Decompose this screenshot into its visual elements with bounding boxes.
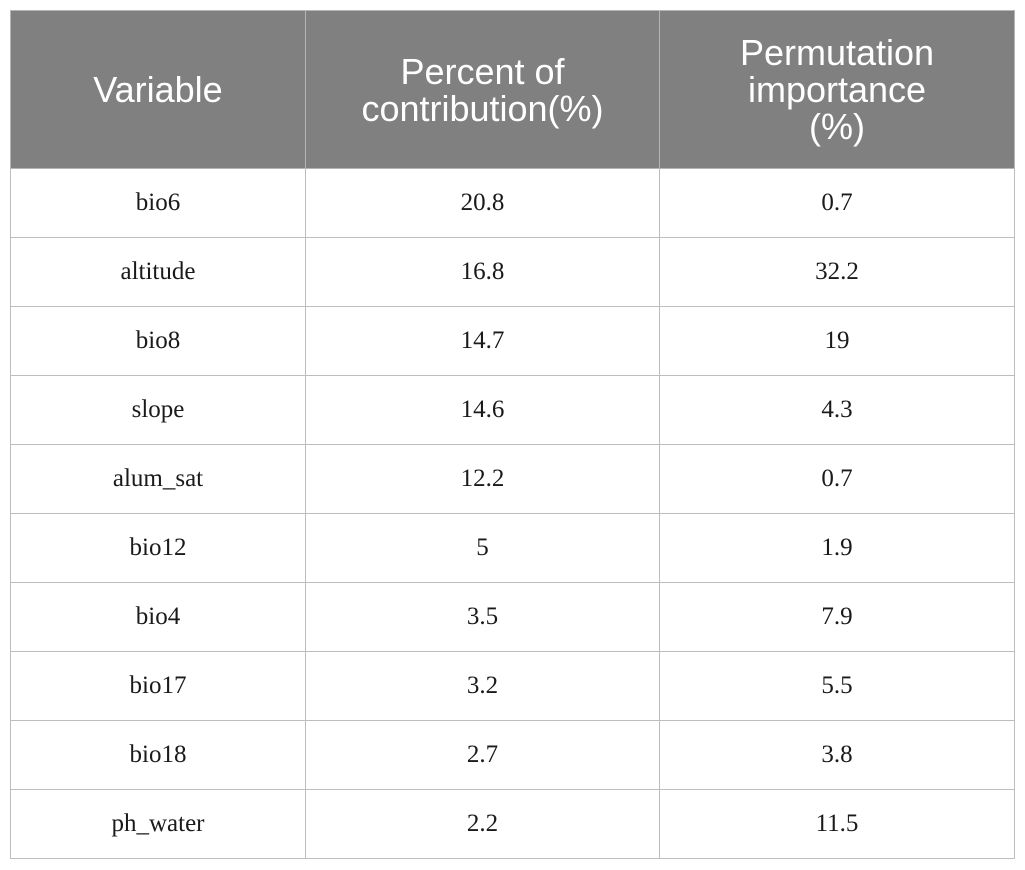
table-row: bio6 20.8 0.7 xyxy=(10,168,1015,238)
table-row: bio17 3.2 5.5 xyxy=(10,651,1015,721)
cell-percent-contribution: 14.6 xyxy=(305,375,660,445)
cell-percent-contribution: 12.2 xyxy=(305,444,660,514)
table-row: bio12 5 1.9 xyxy=(10,513,1015,583)
header-variable: Variable xyxy=(10,10,306,169)
cell-percent-contribution: 3.5 xyxy=(305,582,660,652)
cell-permutation-importance: 5.5 xyxy=(659,651,1015,721)
header-row: Variable Percent of contribution(%) Perm… xyxy=(10,10,1015,169)
cell-percent-contribution: 2.2 xyxy=(305,789,660,859)
table-row: bio4 3.5 7.9 xyxy=(10,582,1015,652)
data-table-container: Variable Percent of contribution(%) Perm… xyxy=(10,10,1015,859)
cell-permutation-importance: 7.9 xyxy=(659,582,1015,652)
cell-permutation-importance: 11.5 xyxy=(659,789,1015,859)
cell-variable: bio8 xyxy=(10,306,306,376)
cell-permutation-importance: 4.3 xyxy=(659,375,1015,445)
cell-permutation-importance: 0.7 xyxy=(659,168,1015,238)
variable-contribution-table: Variable Percent of contribution(%) Perm… xyxy=(10,10,1015,859)
table-row: bio8 14.7 19 xyxy=(10,306,1015,376)
cell-variable: bio12 xyxy=(10,513,306,583)
cell-percent-contribution: 5 xyxy=(305,513,660,583)
table-row: alum_sat 12.2 0.7 xyxy=(10,444,1015,514)
cell-permutation-importance: 19 xyxy=(659,306,1015,376)
cell-variable: altitude xyxy=(10,237,306,307)
table-row: slope 14.6 4.3 xyxy=(10,375,1015,445)
table-header: Variable Percent of contribution(%) Perm… xyxy=(10,10,1015,169)
header-permutation-importance: Permutation importance (%) xyxy=(659,10,1015,169)
cell-variable: ph_water xyxy=(10,789,306,859)
table-row: ph_water 2.2 11.5 xyxy=(10,789,1015,859)
table-row: bio18 2.7 3.8 xyxy=(10,720,1015,790)
table-row: altitude 16.8 32.2 xyxy=(10,237,1015,307)
table-body: bio6 20.8 0.7 altitude 16.8 32.2 bio8 14… xyxy=(10,168,1015,859)
cell-variable: alum_sat xyxy=(10,444,306,514)
cell-percent-contribution: 16.8 xyxy=(305,237,660,307)
cell-percent-contribution: 3.2 xyxy=(305,651,660,721)
header-percent-contribution: Percent of contribution(%) xyxy=(305,10,660,169)
cell-permutation-importance: 3.8 xyxy=(659,720,1015,790)
cell-variable: bio18 xyxy=(10,720,306,790)
cell-variable: slope xyxy=(10,375,306,445)
cell-permutation-importance: 1.9 xyxy=(659,513,1015,583)
cell-percent-contribution: 2.7 xyxy=(305,720,660,790)
cell-variable: bio4 xyxy=(10,582,306,652)
cell-permutation-importance: 32.2 xyxy=(659,237,1015,307)
cell-percent-contribution: 20.8 xyxy=(305,168,660,238)
cell-percent-contribution: 14.7 xyxy=(305,306,660,376)
cell-variable: bio6 xyxy=(10,168,306,238)
cell-permutation-importance: 0.7 xyxy=(659,444,1015,514)
cell-variable: bio17 xyxy=(10,651,306,721)
